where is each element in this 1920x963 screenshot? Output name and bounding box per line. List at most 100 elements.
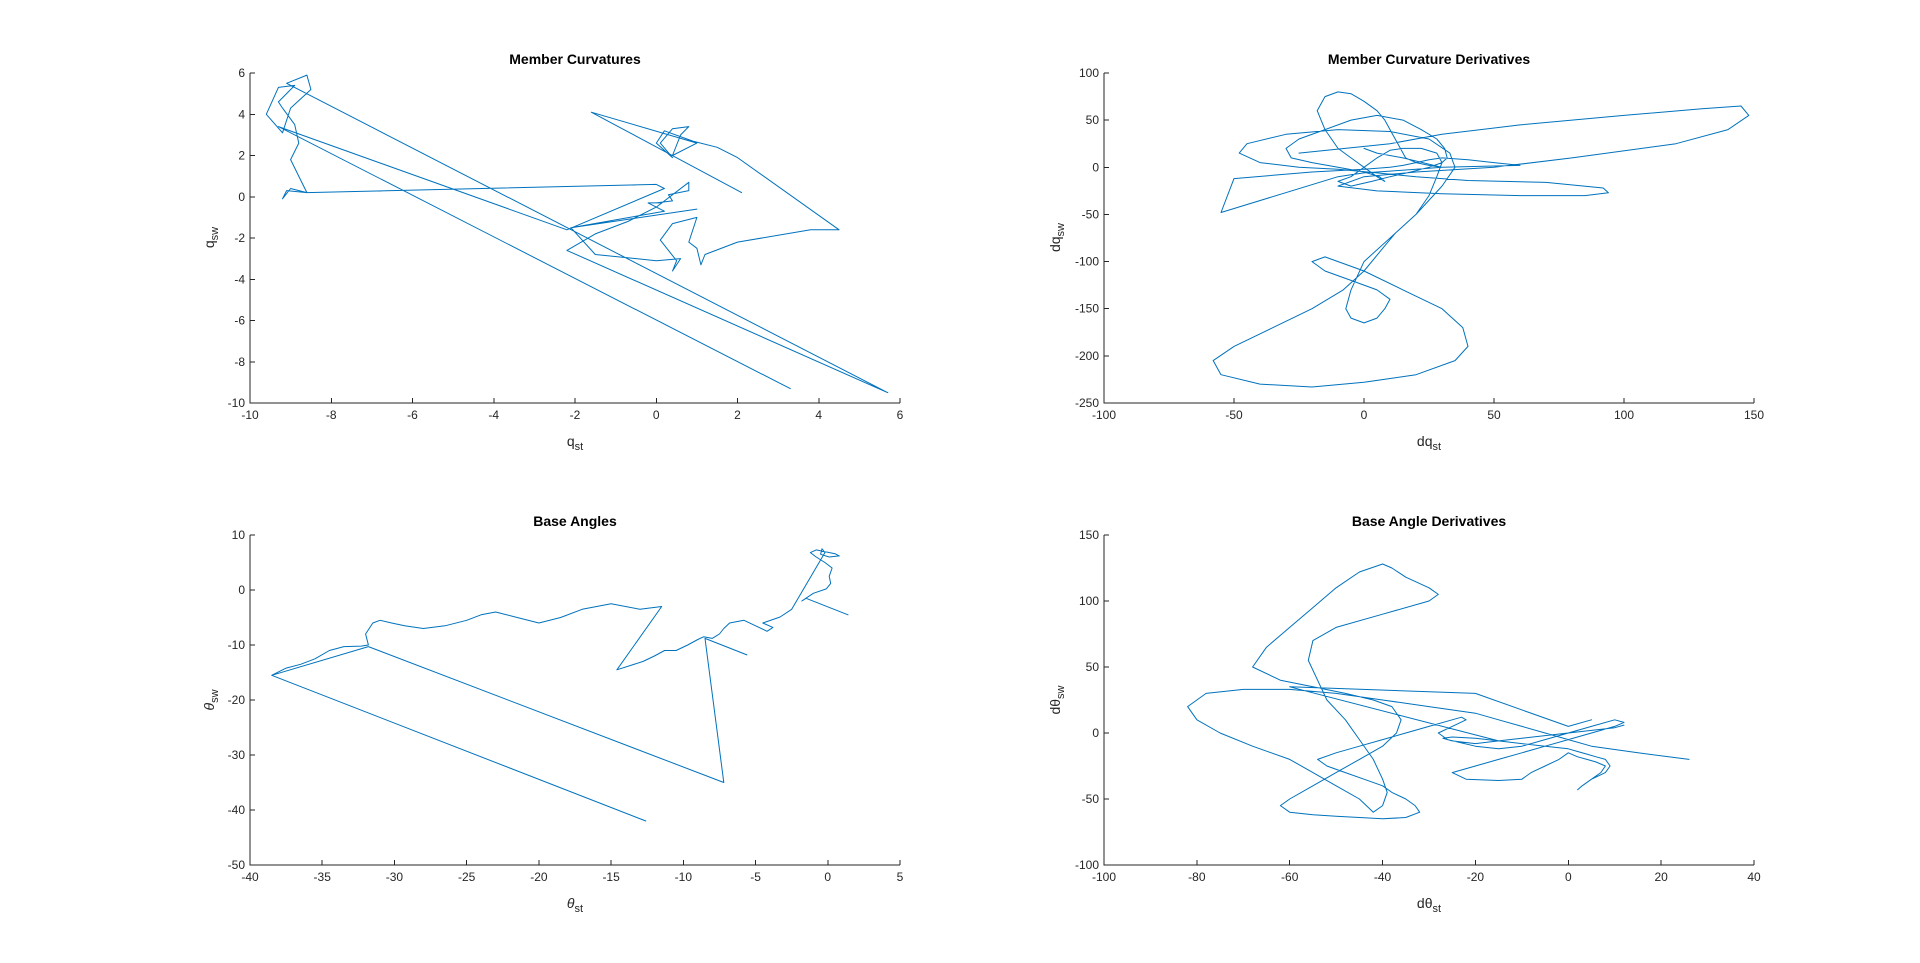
y-tick-label: -20 — [228, 693, 246, 707]
x-tick-label: -35 — [314, 870, 332, 884]
x-tick-label: 50 — [1487, 408, 1501, 422]
x-tick-label: -30 — [386, 870, 404, 884]
y-tick-label: 50 — [1086, 660, 1100, 674]
x-tick-label: -20 — [1467, 870, 1485, 884]
y-axis-label: θsw — [201, 689, 221, 710]
x-axis-label-sub: st — [1433, 903, 1442, 915]
x-ticks: -100 -50 0 50 100 150 — [1092, 398, 1764, 422]
y-tick-label: -100 — [1075, 255, 1099, 269]
y-tick-label: -50 — [228, 858, 246, 872]
x-tick-label: -100 — [1092, 408, 1116, 422]
x-axis-label-base: q — [567, 433, 575, 449]
y-ticks: -250 -200 -150 -100 -50 0 50 100 — [1075, 66, 1109, 410]
y-tick-label: -6 — [234, 314, 245, 328]
x-tick-label: -50 — [1225, 408, 1243, 422]
x-ticks: -40 -35 -30 -25 -20 -15 -10 -5 0 5 — [241, 860, 904, 884]
x-axis-label-sub: st — [575, 441, 584, 453]
x-tick-label: 150 — [1744, 408, 1764, 422]
x-tick-label: 40 — [1747, 870, 1761, 884]
y-tick-label: 150 — [1079, 528, 1099, 542]
y-axis-label: qsw — [201, 227, 221, 248]
y-axis-label-base: dθ — [1047, 699, 1063, 715]
x-tick-label: 5 — [897, 870, 904, 884]
y-tick-label: -2 — [234, 231, 245, 245]
x-tick-label: 6 — [897, 408, 904, 422]
x-axis-label-base: dq — [1417, 433, 1433, 449]
x-axis-label: dθst — [1417, 895, 1441, 915]
y-tick-label: 10 — [232, 528, 246, 542]
axis-frame — [249, 73, 900, 404]
axes-base-angles[interactable]: Base Angles -40 -35 -30 -25 -20 -15 -10 -5 0 5 -5… — [201, 513, 904, 915]
y-axis-label-sub: sw — [1055, 685, 1067, 699]
axes-base-angle-derivatives[interactable]: Base Angle Derivatives -100 -80 -60 -40 -20 0… — [1047, 513, 1761, 915]
x-tick-label: 0 — [1565, 870, 1572, 884]
y-tick-label: 0 — [1092, 726, 1099, 740]
x-tick-label: -20 — [530, 870, 548, 884]
x-tick-label: -5 — [750, 870, 761, 884]
axis-frame — [249, 535, 900, 866]
x-tick-label: -4 — [488, 408, 499, 422]
y-tick-label: -50 — [1082, 792, 1100, 806]
x-tick-label: -40 — [241, 870, 259, 884]
y-tick-label: -150 — [1075, 302, 1099, 316]
x-tick-label: -15 — [602, 870, 620, 884]
x-axis-label: θst — [567, 895, 583, 915]
x-tick-label: -60 — [1281, 870, 1299, 884]
y-axis-label-sub: sw — [1055, 223, 1067, 237]
y-tick-label: 2 — [238, 149, 245, 163]
axes-member-curvature-derivatives[interactable]: Member Curvature Derivatives -100 -50 0 50 1… — [1047, 51, 1764, 453]
axis-frame — [1103, 535, 1754, 866]
x-axis-label-sub: st — [575, 903, 584, 915]
y-tick-label: 4 — [238, 107, 245, 121]
y-axis-label-base: q — [201, 240, 217, 248]
x-ticks: -10 -8 -6 -4 -2 0 2 4 6 — [241, 398, 904, 422]
y-tick-label: -40 — [228, 803, 246, 817]
x-axis-label-sub: st — [1433, 441, 1442, 453]
x-tick-label: -100 — [1092, 870, 1116, 884]
x-tick-label: -25 — [458, 870, 476, 884]
y-tick-label: 100 — [1079, 594, 1099, 608]
y-tick-label: -8 — [234, 355, 245, 369]
y-tick-label: 0 — [1092, 160, 1099, 174]
y-tick-label: -250 — [1075, 396, 1099, 410]
y-tick-label: -10 — [228, 638, 246, 652]
x-tick-label: -8 — [326, 408, 337, 422]
chart-title: Member Curvature Derivatives — [1328, 51, 1531, 67]
x-axis-label: dqst — [1417, 433, 1441, 453]
x-tick-label: -6 — [407, 408, 418, 422]
axes-member-curvatures[interactable]: Member Curvatures -10 -8 -6 -4 -2 0 2 4 6 -10-8-… — [201, 51, 904, 453]
x-tick-label: 100 — [1614, 408, 1634, 422]
y-tick-label: -200 — [1075, 349, 1099, 363]
y-tick-label: -50 — [1082, 207, 1100, 221]
y-axis-label-sub: sw — [209, 689, 221, 703]
x-axis-label-base: θ — [567, 895, 575, 911]
chart-title: Member Curvatures — [509, 51, 641, 67]
x-ticks: -100 -80 -60 -40 -20 0 20 40 — [1092, 860, 1761, 884]
y-tick-label: -4 — [234, 272, 245, 286]
series-line — [265, 74, 889, 394]
x-tick-label: -2 — [570, 408, 581, 422]
y-tick-label: 50 — [1086, 113, 1100, 127]
y-tick-label: 0 — [238, 190, 245, 204]
y-tick-label: 0 — [238, 583, 245, 597]
y-axis-label-base: θ — [201, 703, 217, 711]
x-tick-label: -80 — [1188, 870, 1206, 884]
y-ticks: -50 -40 -30 -20 -10 0 10 — [228, 528, 255, 872]
x-tick-label: 4 — [815, 408, 822, 422]
y-ticks: -10 -8 -6 -4 -2 0 2 4 6 — [228, 66, 255, 410]
y-tick-label: 6 — [238, 66, 245, 80]
y-tick-label: -10 — [228, 396, 246, 410]
x-tick-label: -10 — [241, 408, 259, 422]
chart-title: Base Angles — [533, 513, 617, 529]
x-tick-label: 0 — [824, 870, 831, 884]
y-axis-label-sub: sw — [209, 227, 221, 241]
x-axis-label: qst — [567, 433, 583, 453]
y-axis-label-base: dq — [1047, 236, 1063, 252]
y-ticks: -100 -50 0 50 100 150 — [1075, 528, 1109, 872]
x-tick-label: 2 — [734, 408, 741, 422]
x-axis-label-base: dθ — [1417, 895, 1433, 911]
x-tick-label: 0 — [1361, 408, 1368, 422]
x-tick-label: -40 — [1374, 870, 1392, 884]
